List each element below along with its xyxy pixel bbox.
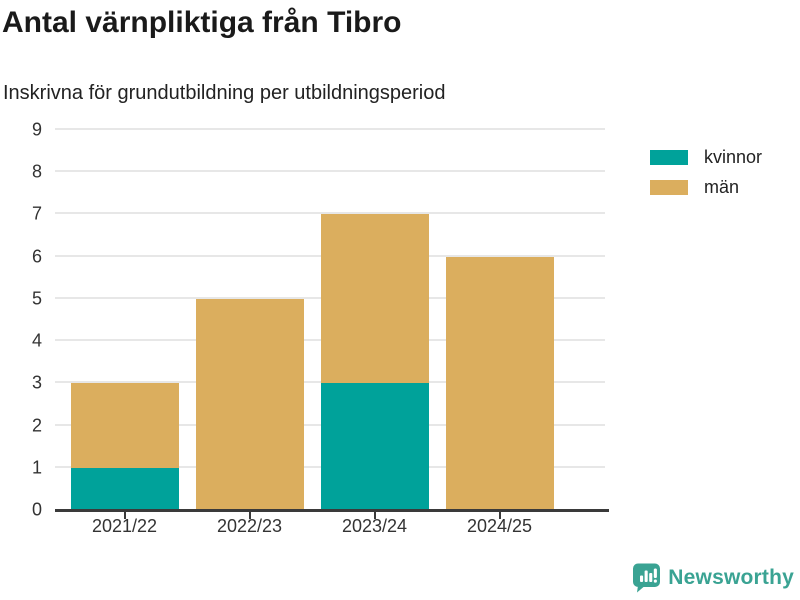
y-tick-label-9: 9 — [31, 119, 42, 140]
bar-segment-kvinnor-2021/22 — [70, 467, 179, 510]
brand-wordmark: Newsworthy — [668, 565, 794, 589]
newsworthy-logo-icon — [633, 562, 661, 593]
legend: kvinnor män — [650, 147, 762, 198]
x-tick-label-2023/24: 2023/24 — [341, 516, 408, 536]
y-tick-label-3: 3 — [31, 372, 42, 393]
y-axis-labels: 0 1 2 3 4 5 6 7 8 9 — [0, 120, 42, 520]
x-tick-label-2024/25: 2024/25 — [466, 516, 533, 536]
x-tick-2024/25 — [498, 512, 501, 519]
bar-stack-2024/25 — [445, 130, 554, 510]
bar-slot-2024/25 — [437, 130, 562, 519]
bar-segment-män-2023/24 — [320, 214, 429, 384]
y-tick-label-5: 5 — [31, 288, 42, 309]
chart-title: Antal värnpliktiga från Tibro — [2, 6, 402, 39]
gridline-y8 — [55, 170, 605, 173]
bar-stack-2022/23 — [195, 130, 304, 510]
bar-segment-män-2021/22 — [70, 383, 179, 468]
bar-slot-2022/23 — [187, 130, 312, 519]
x-tick-label-2021/22: 2021/22 — [91, 516, 158, 536]
bars-region — [62, 130, 562, 519]
bar-segment-män-2022/23 — [195, 298, 304, 510]
gridline-y7 — [55, 212, 605, 215]
x-tick-label-2022/23: 2022/23 — [216, 516, 283, 536]
bar-slot-2021/22 — [62, 130, 187, 519]
legend-item-kvinnor: kvinnor — [650, 147, 762, 168]
y-tick-label-4: 4 — [31, 330, 42, 351]
y-tick-label-6: 6 — [31, 246, 42, 267]
legend-item-män: män — [650, 177, 762, 198]
legend-label-kvinnor: kvinnor — [704, 147, 763, 167]
chart-subtitle: Inskrivna för grundutbildning per utbild… — [3, 82, 446, 104]
x-tick-2021/22 — [123, 512, 126, 519]
brand-footer[interactable]: Newsworthy — [633, 562, 794, 593]
y-tick-label-1: 1 — [31, 457, 42, 478]
bar-segment-kvinnor-2023/24 — [320, 383, 429, 510]
legend-swatch-kvinnor — [650, 150, 688, 165]
x-tick-2022/23 — [248, 512, 251, 519]
bar-stack-2023/24 — [320, 130, 429, 510]
bar-segment-män-2024/25 — [445, 256, 554, 510]
x-axis-labels: 2021/22 2022/23 2023/24 2024/25 — [62, 516, 562, 537]
y-tick-label-8: 8 — [31, 161, 42, 182]
bar-stack-2021/22 — [70, 130, 179, 510]
bar-slot-2023/24 — [312, 130, 437, 519]
plot-area — [55, 128, 609, 519]
legend-swatch-män — [650, 180, 688, 195]
y-tick-label-7: 7 — [31, 203, 42, 224]
x-axis-line — [55, 509, 609, 512]
gridline-y9 — [55, 128, 605, 130]
y-tick-label-2: 2 — [31, 415, 42, 436]
y-tick-label-0: 0 — [31, 499, 42, 520]
x-tick-2023/24 — [373, 512, 376, 519]
legend-label-män: män — [704, 177, 740, 197]
